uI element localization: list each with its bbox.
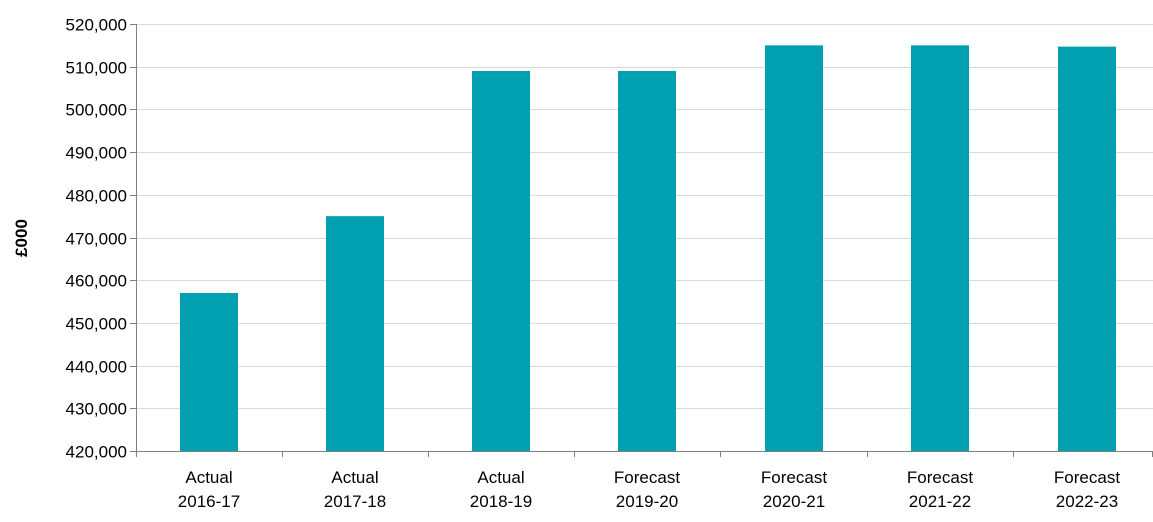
bar (326, 216, 384, 451)
x-category-label-line: 2022-23 (1056, 492, 1118, 511)
x-category-label: Forecast 2019-20 (614, 468, 680, 511)
y-tick-label: 500,000 (66, 101, 127, 120)
bar (1058, 46, 1116, 451)
x-category-label-line: 2021-22 (909, 492, 971, 511)
y-tick-label: 420,000 (66, 443, 127, 462)
y-tick-label: 450,000 (66, 315, 127, 334)
y-tick-label: 470,000 (66, 230, 127, 249)
x-category-label-line: 2019-20 (616, 492, 678, 511)
bar (472, 70, 530, 451)
x-category-label-line: 2016-17 (178, 492, 240, 511)
x-category-label: Forecast 2021-22 (907, 468, 973, 511)
bar (911, 45, 969, 451)
axes (130, 24, 1153, 457)
x-category-label-line: Forecast (907, 468, 973, 487)
y-tick-labels: 420,000 430,000 440,000 450,000 460,000 470,0… (66, 16, 127, 462)
x-category-label: Forecast 2020-21 (761, 468, 827, 511)
bar (180, 293, 238, 451)
x-category-label: Forecast 2022-23 (1054, 468, 1120, 511)
x-category-label-line: 2020-21 (763, 492, 825, 511)
y-tick-label: 430,000 (66, 400, 127, 419)
bars (180, 45, 1116, 451)
x-category-label: Actual 2018-19 (470, 468, 532, 511)
x-category-label: Actual 2017-18 (324, 468, 386, 511)
y-tick-label: 490,000 (66, 144, 127, 163)
y-tick-label: 440,000 (66, 358, 127, 377)
x-category-labels: Actual 2016-17 Actual 2017-18 Actual 2018-19 F… (178, 468, 1121, 511)
bar (765, 45, 823, 451)
y-tick-label: 460,000 (66, 272, 127, 291)
x-category-label-line: Actual (331, 468, 378, 487)
y-tick-label: 480,000 (66, 187, 127, 206)
x-category-label-line: Actual (477, 468, 524, 487)
x-category-label-line: Actual (185, 468, 232, 487)
y-axis-title: £000 (12, 219, 31, 257)
y-tick-label: 520,000 (66, 16, 127, 35)
x-category-label-line: 2018-19 (470, 492, 532, 511)
x-category-label-line: Forecast (1054, 468, 1120, 487)
x-category-label: Actual 2016-17 (178, 468, 240, 511)
bar (618, 70, 676, 451)
x-category-label-line: 2017-18 (324, 492, 386, 511)
x-category-label-line: Forecast (761, 468, 827, 487)
y-tick-label: 510,000 (66, 59, 127, 78)
x-category-label-line: Forecast (614, 468, 680, 487)
